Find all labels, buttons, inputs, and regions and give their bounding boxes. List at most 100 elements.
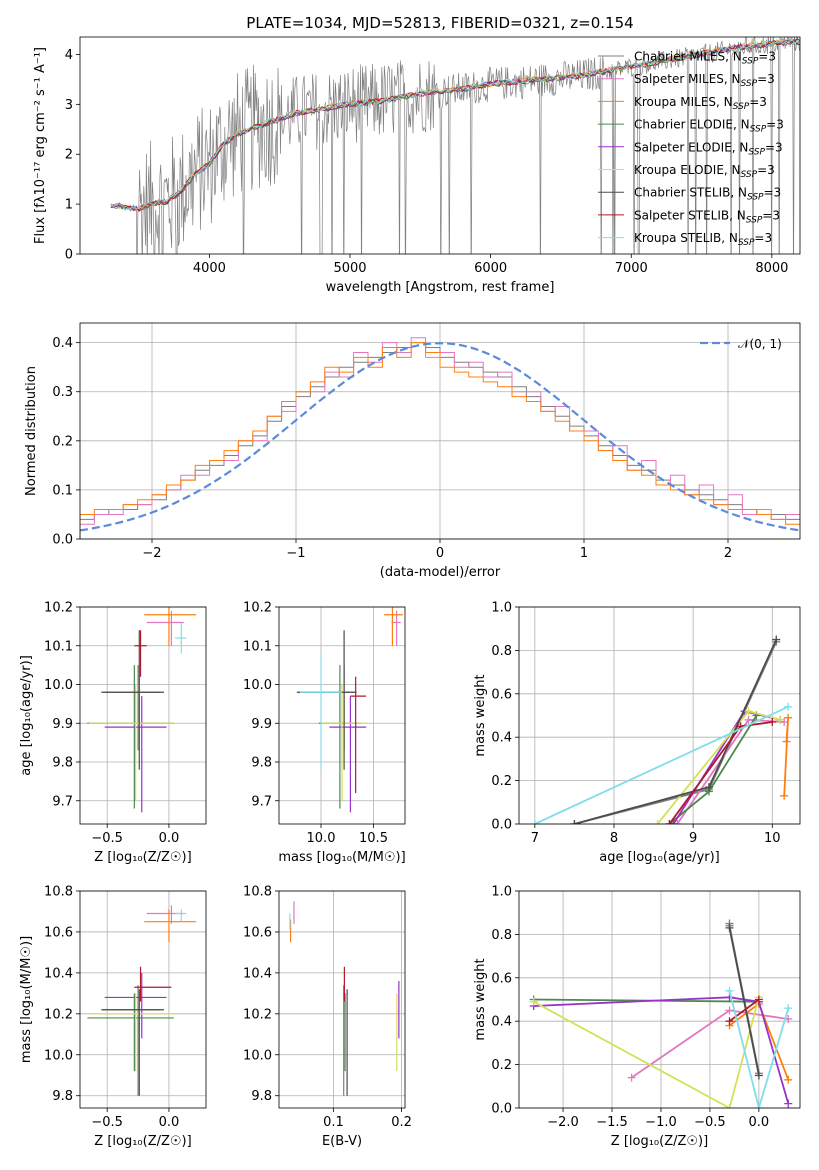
age-vs-mass-frame (278, 606, 406, 825)
weight-marker-3 (784, 1075, 793, 1084)
residuals-xtick-label: −2 (142, 546, 161, 561)
weight-vs-Z-ytick-label: 1.0 (491, 885, 512, 900)
weight-vs-age-ytick-label: 0.8 (491, 644, 512, 659)
mass-vs-EBV-ytick-label: 10.0 (243, 1048, 272, 1063)
age-vs-Z-xtick-label: 0.0 (159, 831, 180, 846)
spectrum-xtick-label: 6000 (474, 261, 507, 276)
weight-marker-6 (744, 707, 753, 716)
weight-marker-6 (653, 820, 662, 824)
weight-vs-Z-xtick-label: −0.5 (694, 1115, 726, 1130)
spectrum-ytick-label: 3 (65, 98, 73, 113)
spectrum-plot (110, 37, 800, 254)
mass-vs-EBV-xtick-label: 0.1 (323, 1115, 344, 1130)
weight-line-4 (668, 715, 758, 824)
spectrum-xtick-label: 5000 (333, 261, 366, 276)
mass-vs-Z-xlabel: Z [log₁₀(Z/Z☉)] (94, 1134, 191, 1149)
residuals-ytick-label: 0.4 (52, 336, 73, 351)
weight-vs-age-ylabel: mass weight (473, 674, 488, 756)
age-vs-Z-ytick-label: 10.1 (44, 639, 73, 654)
weight-marker-2 (725, 1006, 734, 1015)
legend-label-7: Chabrier STELIB, NSSP=3 (634, 186, 781, 203)
mass-vs-EBV-panel: 0.1 0.2 9.8 10.0 10.2 10.4 10.6 10.8 E(B-V) (243, 885, 412, 1150)
age-vs-Z-ytick-label: 9.9 (52, 717, 73, 732)
age-vs-Z-xtick-label: −0.5 (91, 831, 123, 846)
weight-vs-Z-ytick-label: 0.8 (491, 928, 512, 943)
mass-vs-Z-panel: −0.5 0.0 9.8 10.0 10.2 10.4 10.6 10.8 Z [log₁₀(Z… (19, 885, 207, 1149)
weight-vs-age-ytick-label: 0.6 (491, 687, 512, 702)
weight-marker-9 (725, 986, 734, 995)
weight-vs-age-ytick-label: 0.0 (491, 818, 512, 833)
normal-curve (80, 342, 800, 532)
mass-vs-Z-ytick-label: 10.0 (44, 1048, 73, 1063)
residuals-ytick-label: 0.2 (52, 434, 73, 449)
weight-vs-age-xtick-label: 7 (531, 831, 539, 846)
spectrum-panel: 4000 5000 6000 7000 8000 0 1 2 3 4 wavelength [Ang… (33, 36, 801, 295)
weight-line-8 (728, 998, 760, 1022)
mass-vs-Z-ylabel: mass [log₁₀(M/M☉)] (19, 936, 34, 1063)
mass-vs-Z-ytick-label: 10.6 (44, 925, 73, 940)
weight-marker-7 (570, 820, 579, 824)
weight-marker-3 (782, 737, 791, 746)
spectrum-xtick-label: 4000 (193, 261, 226, 276)
age-vs-Z-ytick-label: 9.7 (52, 794, 73, 809)
residuals-xtick-label: 1 (580, 546, 588, 561)
weight-marker-8 (665, 820, 674, 824)
weight-line-6 (533, 997, 760, 1108)
age-vs-Z-frame (79, 606, 207, 825)
weight-marker-8 (768, 718, 777, 727)
weight-vs-Z-plot (529, 919, 793, 1108)
legend-label-6: Kroupa ELODIE, NSSP=3 (634, 163, 775, 180)
residuals-panel: −2 −1 0 1 2 0.0 0.1 0.2 0.3 0.4 (data-model)/error… (24, 322, 801, 580)
legend-label-8: Salpeter STELIB, NSSP=3 (634, 208, 780, 225)
weight-vs-Z-ytick-label: 0.0 (491, 1102, 512, 1117)
age-vs-Z-xlabel: Z [log₁₀(Z/Z☉)] (94, 850, 191, 865)
mass-vs-Z-ytick-label: 9.8 (52, 1089, 73, 1104)
residuals-xtick-label: 0 (436, 546, 444, 561)
normal-legend-label: 𝒩(0, 1) (738, 337, 782, 351)
residuals-xtick-label: 2 (724, 546, 732, 561)
residuals-plot (80, 337, 800, 539)
age-vs-mass-ytick-label: 10.1 (243, 639, 272, 654)
age-vs-mass-xlabel: mass [log₁₀(M/M☉)] (278, 850, 405, 865)
weight-vs-Z-ytick-label: 0.2 (491, 1058, 512, 1073)
weight-vs-age-ytick-label: 1.0 (491, 601, 512, 616)
weight-marker-7 (754, 1071, 763, 1080)
mass-vs-EBV-frame (278, 890, 406, 1109)
residuals-ytick-label: 0.1 (52, 483, 73, 498)
spectrum-frame (79, 36, 801, 255)
residuals-xtick-label: −1 (286, 546, 305, 561)
mass-vs-EBV-xtick-label: 0.2 (391, 1115, 412, 1130)
histogram-series-2 (80, 337, 800, 539)
weight-vs-age-panel: 7 8 9 10 0.0 0.2 0.4 0.6 0.8 1.0 age [log₁₀(age/yr… (473, 601, 801, 865)
mass-vs-Z-ytick-label: 10.8 (44, 885, 73, 900)
residuals-frame (79, 322, 801, 540)
mass-vs-Z-ytick-label: 10.4 (44, 966, 73, 981)
residuals-ylabel: Normed distribution (24, 366, 39, 496)
age-vs-Z-ytick-label: 10.0 (44, 678, 73, 693)
weight-vs-Z-ytick-label: 0.6 (491, 971, 512, 986)
spectrum-xtick-label: 7000 (615, 261, 648, 276)
age-vs-Z-ytick-label: 10.2 (44, 601, 73, 616)
mass-vs-EBV-ytick-label: 10.2 (243, 1007, 272, 1022)
weight-vs-age-plot (530, 635, 793, 824)
age-vs-mass-panel: 10.0 10.5 9.7 9.8 9.9 10.0 10.1 10.2 mass [log₁₀… (243, 601, 406, 866)
weight-marker-8 (754, 995, 763, 1004)
weight-vs-Z-panel: −2.0 −1.5 −1.0 −0.5 0.0 0.0 0.2 0.4 0.6 0.8 1.0 Z [… (473, 885, 801, 1149)
mass-vs-EBV-ytick-label: 10.4 (243, 966, 272, 981)
age-vs-Z-plot (87, 607, 197, 813)
legend-label-5: Salpeter ELODIE, NSSP=3 (634, 140, 783, 157)
weight-vs-age-xlabel: age [log₁₀(age/yr)] (599, 850, 720, 865)
mass-vs-EBV-xlabel: E(B-V) (322, 1134, 362, 1149)
weight-line-7 (728, 927, 760, 1076)
spectrum-xtick-label: 8000 (755, 261, 788, 276)
weight-vs-Z-xlabel: Z [log₁₀(Z/Z☉)] (611, 1134, 708, 1149)
weight-marker-2 (627, 1073, 636, 1082)
weight-vs-age-xtick-label: 10 (764, 831, 781, 846)
age-vs-Z-panel: −0.5 0.0 9.7 9.8 9.9 10.0 10.1 10.2 Z [log₁₀(Z/Z… (19, 601, 207, 865)
spectrum-xlabel: wavelength [Angstrom, rest frame] (326, 280, 555, 295)
weight-vs-age-ytick-label: 0.2 (491, 774, 512, 789)
legend-label-4: Chabrier ELODIE, NSSP=3 (634, 118, 784, 135)
spectrum-ytick-label: 4 (65, 48, 73, 63)
weight-marker-7 (772, 635, 781, 644)
legend-label-1: Chabrier MILES, NSSP=3 (634, 50, 776, 67)
